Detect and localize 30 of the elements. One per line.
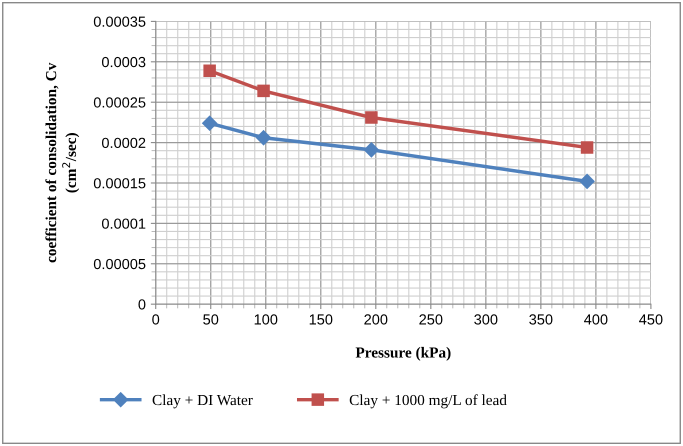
y-axis-title: coefficient of consolidation, Cv (cm$^{2}$/sec) — [45, 62, 80, 262]
y-tick-label: 0.0002 — [102, 138, 146, 148]
point — [256, 130, 272, 146]
y-tick-label: 0.00005 — [94, 258, 146, 270]
x-tick-label: 450 — [639, 314, 662, 325]
y-tick-label: 0.0003 — [102, 56, 146, 68]
y-tick-label: 0.00025 — [94, 97, 146, 108]
point — [257, 84, 270, 98]
y-tick-label: 0 — [138, 299, 146, 310]
x-tick-label: 300 — [474, 314, 498, 325]
y-tick-label: 0.0001 — [102, 218, 146, 229]
x-tick-label: 150 — [310, 314, 332, 325]
x-tick-label: 350 — [529, 314, 552, 325]
x-tick-label: 0 — [152, 314, 160, 325]
point — [364, 142, 379, 158]
point — [202, 116, 218, 131]
y-tick-label: 0.00035 — [94, 16, 146, 27]
point — [580, 174, 595, 189]
y-tick-label: 0.00015 — [94, 178, 146, 188]
x-tick-label: 400 — [584, 314, 608, 325]
x-tick-label: 100 — [254, 314, 278, 325]
point — [580, 141, 594, 154]
point — [365, 111, 378, 124]
point — [203, 64, 216, 77]
legend-label: Clay + DI Water — [152, 394, 253, 408]
x-axis-title: Pressure (kPa) — [356, 346, 451, 361]
legend-label: Clay + 1000 mg/L of lead — [350, 394, 507, 408]
x-tick-label: 250 — [419, 314, 442, 325]
x-tick-label: 200 — [364, 314, 388, 325]
x-tick-label: 50 — [203, 314, 218, 325]
